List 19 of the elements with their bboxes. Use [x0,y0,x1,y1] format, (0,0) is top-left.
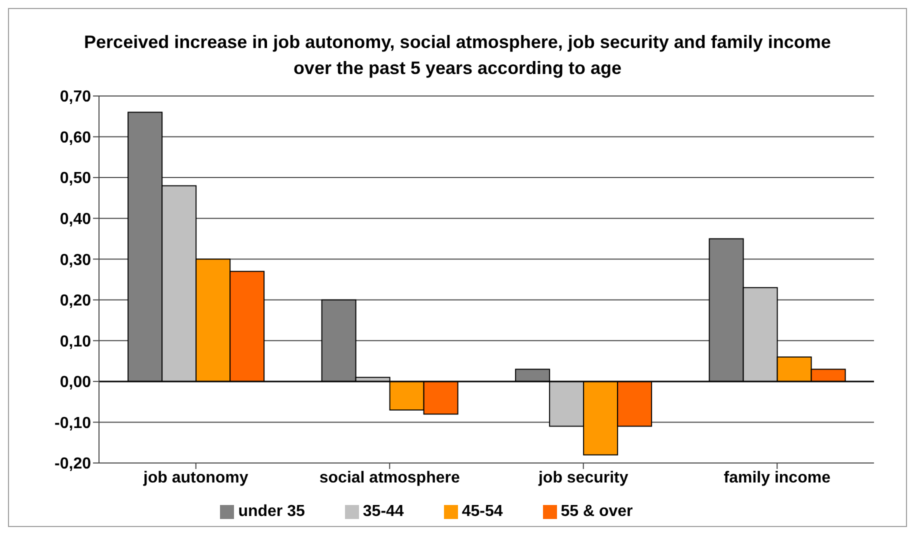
legend-label: 45-54 [462,503,503,520]
y-tick-label: 0,00 [60,374,92,392]
chart-title: Perceived increase in job autonomy, social atmosphere, job security and family income over the past 5 years according to age [83,31,832,80]
x-tick-label: job autonomy [142,469,248,486]
y-tick-label: 0,70 [60,88,92,106]
y-tick-label: -0,10 [54,414,92,432]
y-tick-label: -0,20 [54,456,92,473]
y-tick-label: 0,10 [60,333,92,350]
y-tick-label: 0,60 [60,129,92,146]
legend-label: 35-44 [362,503,404,520]
y-tick-label: 0,40 [60,211,92,228]
y-tick-label: 0,20 [60,292,92,310]
x-tick-label: social atmosphere [319,469,460,486]
y-tick-label: 0,50 [60,170,92,188]
legend-label: under 35 [238,503,305,520]
y-tick-label: 0,30 [60,252,92,269]
x-tick-label: family income [724,469,831,486]
legend-label: 55 & over [560,503,633,520]
x-tick-label: job security [537,469,628,486]
